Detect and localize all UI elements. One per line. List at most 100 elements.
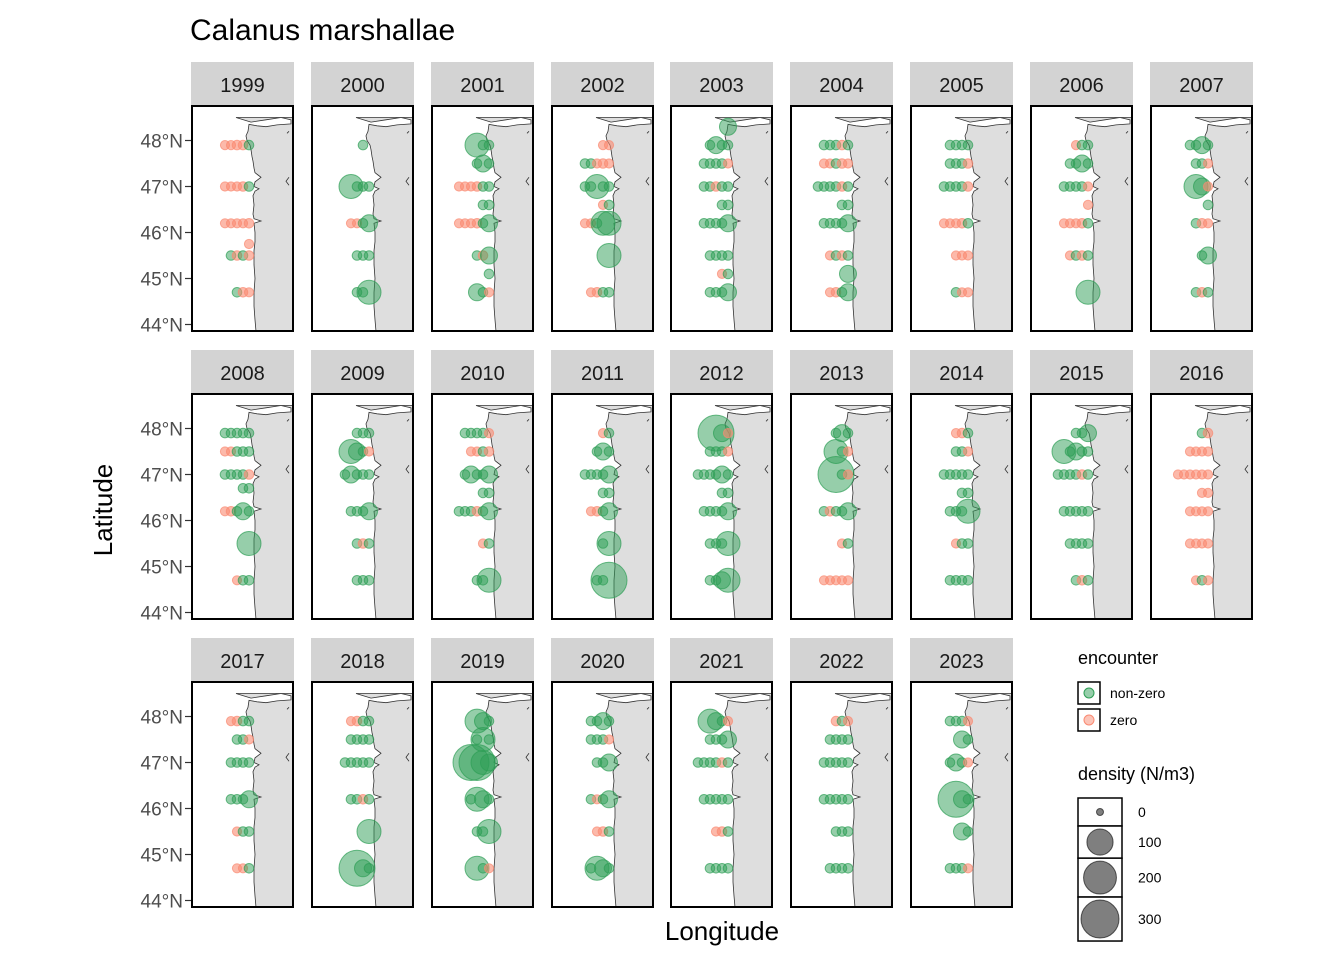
coast-detail	[525, 707, 530, 762]
facet-strip	[431, 638, 534, 682]
panel-border	[670, 105, 773, 332]
point-zero	[1202, 181, 1214, 192]
point-non-zero	[1082, 139, 1094, 151]
panel-border	[311, 681, 414, 908]
point-zero	[962, 250, 974, 261]
facet-panel-2019: 2019	[431, 638, 534, 908]
point-zero	[842, 469, 854, 480]
point-zero	[962, 757, 974, 768]
facet-strip	[1150, 350, 1253, 394]
point-non-zero	[715, 531, 741, 556]
facet-panel-2022: 2022	[790, 638, 893, 908]
facet-strip-label: 2010	[460, 363, 505, 385]
point-zero	[1202, 469, 1214, 480]
point-zero	[962, 287, 974, 298]
point-zero	[1082, 199, 1094, 210]
facet-strip	[1030, 62, 1133, 106]
point-zero	[243, 734, 255, 745]
facet-strip	[670, 638, 773, 682]
coast-detail	[884, 419, 889, 474]
facet-strip-label: 2000	[340, 75, 385, 97]
y-axis-label: Latitude	[88, 464, 118, 557]
point-non-zero	[476, 819, 502, 844]
point-non-zero	[480, 214, 498, 233]
land-area	[235, 117, 294, 332]
point-non-zero	[363, 575, 375, 586]
panel-border	[431, 393, 534, 620]
coast-detail	[285, 707, 290, 762]
panel-border	[1030, 393, 1133, 620]
point-zero	[842, 575, 854, 586]
facet-strip-label: 2022	[819, 651, 864, 673]
point-non-zero	[722, 757, 734, 768]
point-non-zero	[722, 794, 734, 805]
point-zero	[722, 428, 734, 439]
y-tick-label: 48°N	[141, 132, 183, 153]
point-non-zero	[483, 538, 495, 549]
point-non-zero	[243, 139, 255, 151]
point-non-zero	[962, 538, 974, 549]
point-non-zero	[962, 734, 974, 745]
point-non-zero	[1075, 279, 1101, 305]
point-non-zero	[962, 794, 974, 805]
point-non-zero	[842, 794, 854, 805]
facet-strip	[1150, 62, 1253, 106]
panel-border	[311, 105, 414, 332]
point-non-zero	[243, 181, 255, 192]
facet-strip	[670, 350, 773, 394]
facet-strip-label: 2018	[340, 651, 385, 673]
point-zero	[1202, 575, 1214, 586]
legend-key-zero	[1083, 714, 1095, 726]
point-non-zero	[722, 199, 734, 211]
point-non-zero	[1082, 575, 1094, 586]
point-non-zero	[842, 139, 854, 151]
facet-panel-1999: 1999 44°N 45°N 46°N 47°N 48°N	[141, 62, 294, 337]
point-zero	[243, 469, 255, 480]
legend-label: 300	[1138, 911, 1162, 927]
point-non-zero	[1202, 139, 1214, 151]
point-zero	[1202, 538, 1214, 549]
facet-strip-label: 2019	[460, 651, 505, 673]
land-area	[1194, 405, 1253, 620]
facet-strip-label: 2016	[1179, 363, 1224, 385]
facet-strip-label: 2004	[819, 75, 864, 97]
point-zero	[842, 716, 854, 727]
facet-panel-2001: 2001	[431, 62, 534, 332]
panel-border	[191, 393, 294, 620]
y-tick-label: 45°N	[141, 558, 183, 579]
point-non-zero	[596, 210, 622, 236]
coast-detail	[645, 131, 650, 186]
legend-label: 100	[1138, 834, 1162, 850]
point-non-zero	[1079, 424, 1097, 443]
coast-detail	[884, 707, 889, 762]
panel-border	[551, 681, 654, 908]
point-non-zero	[480, 502, 498, 521]
point-non-zero	[483, 715, 495, 727]
facet-panel-2013: 2013	[790, 350, 893, 620]
point-non-zero	[600, 465, 618, 484]
point-non-zero	[722, 139, 734, 151]
panel-border	[790, 681, 893, 908]
point-non-zero	[480, 753, 498, 772]
point-non-zero	[476, 567, 502, 593]
point-non-zero	[483, 199, 495, 211]
point-non-zero	[243, 427, 255, 439]
point-non-zero	[357, 139, 369, 151]
land-area	[1074, 117, 1133, 332]
y-tick-label: 44°N	[141, 892, 183, 913]
point-non-zero	[842, 757, 854, 768]
land-area	[1074, 405, 1133, 620]
panel-border	[670, 393, 773, 620]
panel-border	[551, 105, 654, 332]
point-non-zero	[842, 427, 854, 439]
legend-size-200	[1083, 860, 1117, 895]
point-non-zero	[240, 790, 258, 809]
facet-strip	[790, 638, 893, 682]
point-non-zero	[236, 531, 262, 556]
point-non-zero	[722, 863, 734, 874]
facet-panel-2016: 2016	[1150, 350, 1253, 620]
point-non-zero	[1082, 506, 1094, 517]
facet-strip	[311, 350, 414, 394]
y-tick-label: 48°N	[141, 420, 183, 441]
